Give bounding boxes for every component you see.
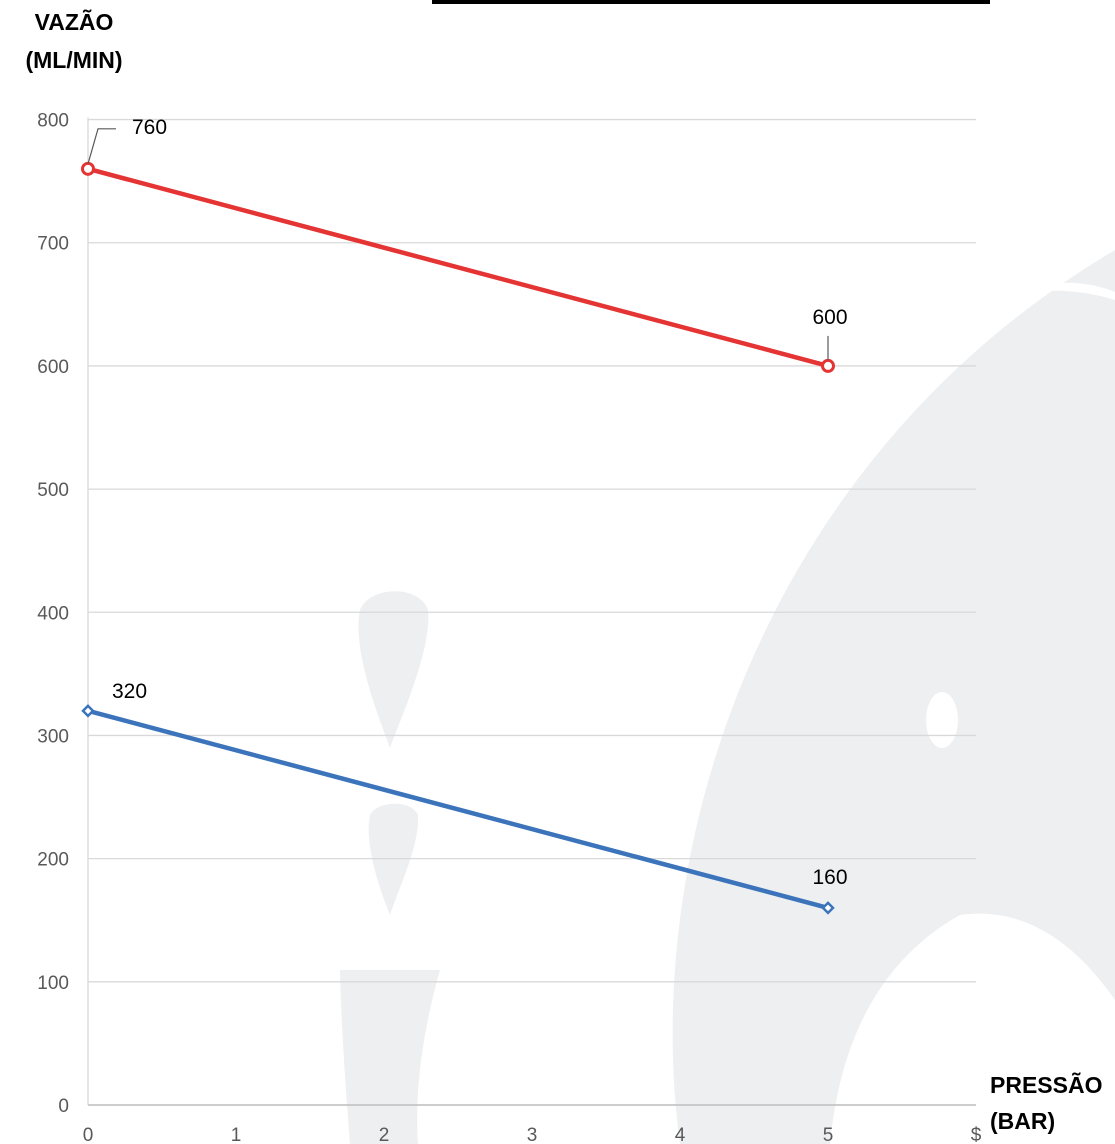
watermark-drop-bottom (368, 803, 419, 915)
y-axis-title-line-1: VAZÃO (34, 9, 114, 35)
series-2-point-1 (81, 704, 95, 718)
series-1-point-2 (821, 358, 835, 373)
y-axis-title-line-2: (ML/MIN) (25, 47, 123, 73)
series-1: 760 600 (81, 116, 848, 373)
grid-lines (87, 117, 976, 1106)
data-label-760: 760 (132, 116, 167, 139)
watermark-arc-highlight (1045, 282, 1115, 300)
x-tick-2: 1 (231, 1125, 242, 1144)
data-label-600: 600 (812, 306, 847, 329)
x-tick-4: 3 (527, 1125, 538, 1144)
y-tick-600: 600 (37, 357, 69, 378)
x-tick-7: $ (971, 1125, 982, 1144)
series-2: 320 160 (81, 680, 848, 915)
y-tick-labels: 0 100 200 300 400 500 600 700 800 (37, 111, 69, 1117)
data-label-320: 320 (112, 680, 147, 703)
x-tick-5: 4 (675, 1125, 686, 1144)
x-tick-labels: 0 1 2 3 4 5 $ (83, 1125, 982, 1144)
x-tick-3: 2 (379, 1125, 390, 1144)
watermark-logo (340, 250, 1115, 1144)
watermark-stem (340, 970, 440, 1144)
x-axis-title-line-1: PRESSÃO (990, 1072, 1103, 1098)
y-tick-400: 400 (37, 603, 69, 624)
x-tick-1: 0 (83, 1125, 94, 1144)
series-1-point-1 (81, 161, 95, 176)
header-rule (432, 0, 990, 4)
watermark-eye (926, 692, 958, 748)
data-label-160: 160 (812, 866, 847, 889)
watermark-drop-top (358, 591, 429, 748)
y-tick-800: 800 (37, 111, 69, 132)
series-2-line (85, 708, 831, 911)
x-axis-title-line-2: (BAR) (990, 1108, 1056, 1134)
leader-line-760 (87, 128, 116, 164)
y-tick-700: 700 (37, 234, 69, 255)
series-1-line (85, 166, 831, 369)
series-2-point-2 (821, 901, 835, 915)
y-tick-100: 100 (37, 973, 69, 994)
y-tick-200: 200 (37, 850, 69, 871)
y-tick-0: 0 (58, 1096, 69, 1117)
x-tick-6: 5 (823, 1125, 834, 1144)
y-tick-300: 300 (37, 726, 69, 747)
series-group: 760 600 320 160 (81, 116, 848, 915)
y-tick-500: 500 (37, 480, 69, 501)
watermark-cutout (830, 913, 1115, 1144)
